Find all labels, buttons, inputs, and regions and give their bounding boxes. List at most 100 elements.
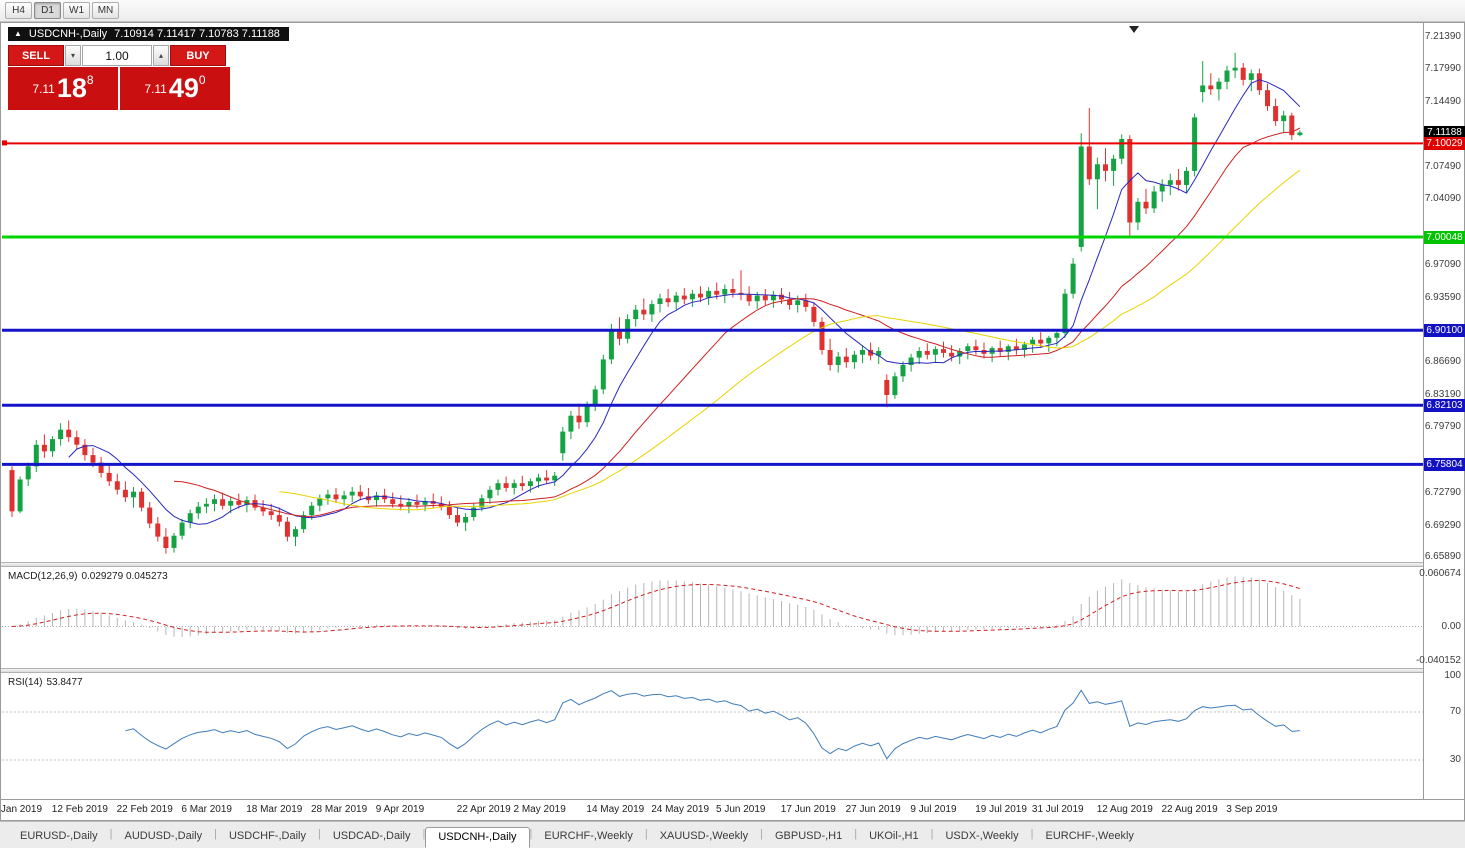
- chart-tab-usdchf-daily[interactable]: USDCHF-,Daily: [228, 830, 306, 842]
- date-axis-label: 22 Aug 2019: [1161, 804, 1218, 815]
- timeframe-button-d1[interactable]: D1: [34, 2, 61, 19]
- buy-price-prefix: 7.11: [144, 81, 167, 96]
- chart-tab-usdcad-daily[interactable]: USDCAD-,Daily: [332, 830, 411, 842]
- date-axis-label: 14 May 2019: [586, 804, 645, 815]
- tab-separator: |: [930, 827, 934, 840]
- hline-handle: [2, 140, 7, 146]
- chart-tabs-bar: EURUSD-,Daily | AUDUSD-,Daily | USDCHF-,Dail…: [0, 821, 1465, 848]
- date-axis-label: 3 Sep 2019: [1226, 804, 1278, 815]
- price-badge: 6.90100: [1424, 323, 1465, 337]
- date-axis-label: 31 Jan 2019: [0, 804, 43, 815]
- tab-separator: |: [422, 827, 426, 840]
- date-axis-label: 22 Apr 2019: [456, 804, 511, 815]
- date-axis-label: 12 Aug 2019: [1096, 804, 1153, 815]
- rsi-label-text: RSI(14): [8, 677, 43, 688]
- trade-panel-prices: 7.11 18 8 7.11 49 0: [8, 67, 230, 110]
- volume-input[interactable]: [82, 45, 152, 66]
- date-axis-label: 28 Mar 2019: [311, 804, 368, 815]
- date-axis[interactable]: 31 Jan 2019 12 Feb 2019 22 Feb 2019 6 Mar 2…: [0, 799, 1464, 820]
- chart-tab-gbpusd-h1[interactable]: GBPUSD-,H1: [774, 830, 843, 842]
- date-axis-label: 22 Feb 2019: [116, 804, 173, 815]
- date-axis-label: 19 Jul 2019: [975, 804, 1027, 815]
- price-badge: 7.10029: [1424, 136, 1465, 150]
- price-badge: 6.82103: [1424, 398, 1465, 412]
- chart-tab-ukoil-h1[interactable]: UKOil-,H1: [869, 830, 919, 842]
- rsi-value: 53.8477: [46, 677, 83, 688]
- macd-label-text: MACD(12,26,9): [8, 571, 78, 582]
- main-chart-canvas[interactable]: [2, 25, 1423, 562]
- price-axis-tick: 7.14490: [1424, 95, 1461, 107]
- price-axis-tick: 7.21390: [1424, 30, 1461, 42]
- sell-price-main: 18: [56, 73, 87, 103]
- chart-tab-xauusd-weekly[interactable]: XAUUSD-,Weekly: [659, 830, 749, 842]
- price-axis-tick: 6.83190: [1424, 389, 1461, 401]
- one-click-trading-panel: SELL ▾ ▴ BUY 7.11 18 8 7.11 49 0: [8, 45, 230, 110]
- price-axis-tick: 6.86690: [1424, 356, 1461, 368]
- rsi-indicator-canvas[interactable]: [2, 673, 1423, 799]
- pane-divider-macd[interactable]: [1, 562, 1464, 567]
- price-axis-tick: 6.65890: [1424, 551, 1461, 563]
- date-axis-label: 24 May 2019: [651, 804, 710, 815]
- date-axis-label: 9 Jul 2019: [910, 804, 957, 815]
- date-axis-label: 5 Jun 2019: [716, 804, 766, 815]
- chart-shift-marker[interactable]: [1129, 26, 1139, 33]
- price-axis-tick: 7.07490: [1424, 161, 1461, 173]
- chart-tab-eurchf-weekly[interactable]: EURCHF-,Weekly: [1045, 830, 1134, 842]
- tab-separator: |: [1030, 827, 1034, 840]
- collapse-panel-icon[interactable]: ▲: [14, 29, 22, 38]
- tab-separator: |: [854, 827, 858, 840]
- sell-price-prefix: 7.11: [32, 81, 55, 96]
- buy-price-display[interactable]: 7.11 49 0: [120, 67, 230, 110]
- tab-separator: |: [529, 827, 533, 840]
- sell-button[interactable]: SELL: [8, 45, 64, 66]
- timeframe-button-h4[interactable]: H4: [5, 2, 32, 19]
- chart-tab-eurchf-weekly[interactable]: EURCHF-,Weekly: [544, 830, 633, 842]
- sell-price-display[interactable]: 7.11 18 8: [8, 67, 118, 110]
- date-axis-label: 2 May 2019: [513, 804, 566, 815]
- price-axis[interactable]: 7.21390 7.17990 7.14490 7.07490 7.04090 6.970…: [1416, 23, 1465, 799]
- price-axis-tick: 6.93590: [1424, 291, 1461, 303]
- buy-button[interactable]: BUY: [170, 45, 226, 66]
- timeframe-buttons: H4 D1 W1 MN: [5, 2, 119, 19]
- timeframe-button-mn[interactable]: MN: [92, 2, 119, 19]
- rsi-axis-tick: 30: [1449, 754, 1461, 765]
- date-axis-label: 6 Mar 2019: [181, 804, 232, 815]
- volume-increase-button[interactable]: ▴: [153, 45, 169, 66]
- price-axis-tick: 7.17990: [1424, 62, 1461, 74]
- chart-ohlc-values: 7.10914 7.11417 7.10783 7.11188: [114, 28, 280, 40]
- timeframe-button-w1[interactable]: W1: [63, 2, 90, 19]
- chart-title-overlay: ▲ USDCNH-,Daily 7.10914 7.11417 7.10783 …: [8, 27, 289, 41]
- chart-symbol-period: USDCNH-,Daily: [28, 28, 108, 40]
- price-badge: 6.75804: [1424, 457, 1465, 471]
- macd-axis-tick: 0.060674: [1419, 568, 1461, 580]
- trade-panel-controls: SELL ▾ ▴ BUY: [8, 45, 230, 66]
- tab-separator: |: [317, 827, 321, 840]
- chart-tab-usdcnh-daily[interactable]: USDCNH-,Daily: [425, 827, 530, 848]
- rsi-axis-tick: 100: [1444, 670, 1461, 681]
- macd-values: 0.029279 0.045273: [81, 571, 168, 582]
- macd-indicator-label: MACD(12,26,9) 0.029279 0.045273: [8, 571, 172, 582]
- date-axis-label: 9 Apr 2019: [375, 804, 425, 815]
- timeframe-toolbar: H4 D1 W1 MN: [0, 0, 1465, 22]
- price-badge: 7.00048: [1424, 230, 1465, 244]
- chart-tab-usdx-weekly[interactable]: USDX-,Weekly: [945, 830, 1019, 842]
- tab-separator: |: [644, 827, 648, 840]
- price-axis-tick: 6.97090: [1424, 258, 1461, 270]
- tab-separator: |: [214, 827, 217, 840]
- chart-window[interactable]: ▲ USDCNH-,Daily 7.10914 7.11417 7.10783 …: [0, 22, 1465, 821]
- date-axis-label: 17 Jun 2019: [780, 804, 836, 815]
- chart-tab-audusd-daily[interactable]: AUDUSD-,Daily: [124, 830, 203, 842]
- price-badge: 7.11188: [1424, 126, 1465, 139]
- pane-divider-rsi[interactable]: [1, 668, 1464, 673]
- rsi-indicator-label: RSI(14) 53.8477: [8, 677, 87, 688]
- price-axis-tick: 6.72790: [1424, 486, 1461, 498]
- tab-separator: |: [109, 827, 113, 840]
- buy-price-main: 49: [168, 73, 199, 103]
- date-axis-label: 12 Feb 2019: [51, 804, 108, 815]
- macd-indicator-canvas[interactable]: [2, 567, 1423, 668]
- price-axis-tick: 6.79790: [1424, 421, 1461, 433]
- price-axis-tick: 7.04090: [1424, 193, 1461, 205]
- date-axis-label: 18 Mar 2019: [246, 804, 303, 815]
- volume-decrease-button[interactable]: ▾: [65, 45, 81, 66]
- chart-tab-eurusd-daily[interactable]: EURUSD-,Daily: [20, 830, 98, 842]
